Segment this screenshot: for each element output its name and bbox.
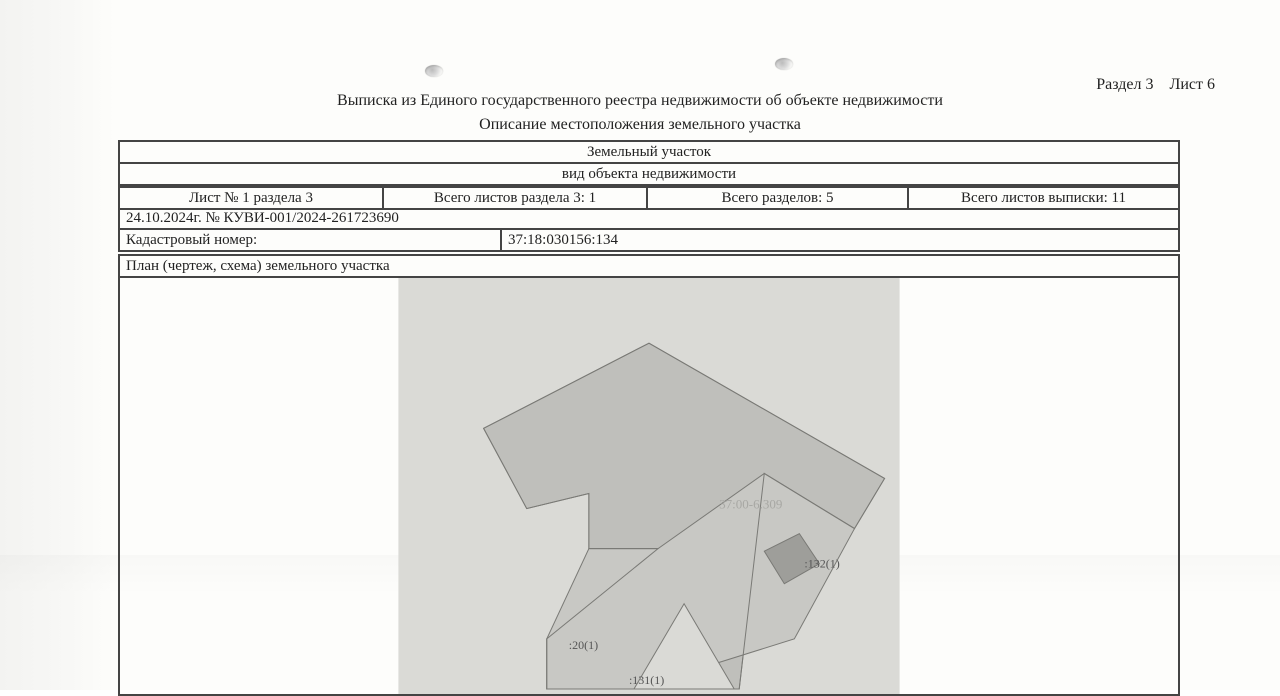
- section-label: Раздел 3: [1096, 76, 1153, 93]
- sheet-of-section: Лист № 1 раздела 3: [120, 188, 384, 208]
- total-sheets-extract: Всего листов выписки: 11: [909, 188, 1178, 208]
- total-sections: Всего разделов: 5: [648, 188, 909, 208]
- plan-table: План (чертеж, схема) земельного участка: [118, 254, 1180, 696]
- document-reference: 24.10.2024г. № КУВИ-001/2024-261723690: [120, 208, 1178, 228]
- zone-label: 37:00-6.309: [719, 497, 782, 512]
- punch-hole: [425, 65, 443, 77]
- parcel-131-label: :131(1): [629, 673, 664, 687]
- cadastral-number-label: Кадастровый номер:: [120, 230, 502, 250]
- object-kind-label: вид объекта недвижимости: [120, 164, 1178, 184]
- reference-table: 24.10.2024г. № КУВИ-001/2024-261723690 К…: [118, 208, 1180, 252]
- object-type-table: Земельный участок вид объекта недвижимос…: [118, 140, 1180, 186]
- parcel-20-label: :20(1): [569, 638, 598, 652]
- punch-hole: [775, 58, 793, 70]
- plan-svg: 37:00-6.309 :132(1) :20(1) :131(1): [299, 278, 999, 694]
- total-sheets-section: Всего листов раздела 3: 1: [384, 188, 648, 208]
- parcel-132-label: :132(1): [804, 557, 839, 571]
- plan-drawing-cell: 37:00-6.309 :132(1) :20(1) :131(1): [120, 278, 1178, 694]
- sheet-label: Лист 6: [1169, 76, 1215, 93]
- plan-header: План (чертеж, схема) земельного участка: [120, 256, 1178, 276]
- doc-title-line1: Выписка из Единого государственного реес…: [0, 92, 1280, 110]
- cadastral-number-value: 37:18:030156:134: [502, 230, 1178, 250]
- object-name: Земельный участок: [120, 142, 1178, 162]
- sheet-counts-table: Лист № 1 раздела 3 Всего листов раздела …: [118, 186, 1180, 210]
- doc-title-line2: Описание местоположения земельного участ…: [0, 116, 1280, 134]
